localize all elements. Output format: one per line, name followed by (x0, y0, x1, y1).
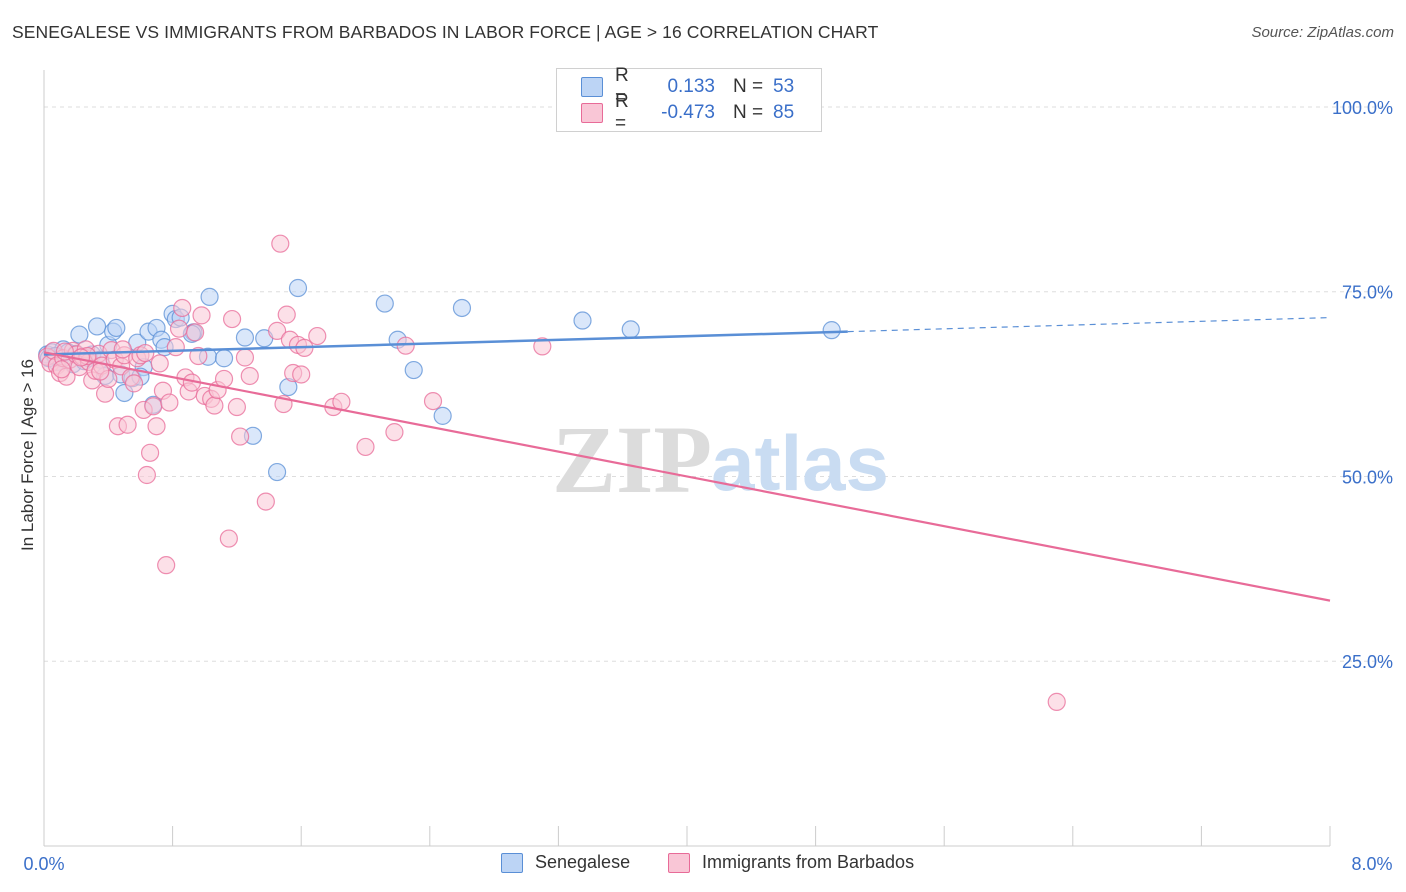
senegalese-point (214, 349, 234, 368)
barbados-point (118, 415, 137, 434)
barbados-point (169, 319, 189, 338)
barbados-point (157, 556, 176, 575)
senegalese-point (87, 317, 107, 336)
legend-label-senegalese: Senegalese (535, 852, 631, 872)
legend-swatch-barbados (668, 852, 690, 873)
barbados-point (423, 391, 443, 411)
barbados-point (166, 338, 185, 357)
barbados-point (308, 326, 327, 346)
source-credit: Source: ZipAtlas.com (1251, 24, 1394, 41)
watermark-atlas: atlas (711, 419, 889, 507)
barbados-point (256, 492, 275, 511)
senegalese-point (200, 287, 219, 306)
barbados-point (240, 366, 259, 386)
barbados-point (186, 323, 205, 342)
barbados-point (91, 362, 110, 381)
barbados-point (124, 374, 144, 393)
watermark: ZIP atlas (552, 406, 889, 513)
barbados-point (1047, 692, 1066, 711)
barbados-point (292, 365, 311, 384)
legend-n-value: 53 (773, 76, 795, 97)
barbados-point (95, 384, 115, 403)
barbados-trend-line (43, 351, 1331, 602)
barbados-point (173, 298, 192, 318)
barbados-point (160, 393, 179, 412)
senegalese-point (621, 320, 640, 339)
legend-row-barbados: R = -0.473 N = 85 (581, 91, 795, 134)
legend-swatch-senegalese (501, 852, 523, 873)
senegalese-point (288, 278, 308, 298)
barbados-point (271, 234, 290, 253)
barbados-point (189, 346, 208, 366)
x-tick-label: 8.0% (1351, 854, 1392, 874)
senegalese-point (433, 406, 452, 425)
legend-item-barbados[interactable]: Immigrants from Barbados (668, 852, 914, 873)
barbados-point (144, 397, 163, 416)
barbados-point (113, 340, 132, 359)
stats-legend: R = 0.133 N = 53 R = -0.473 N = 85 (556, 65, 822, 134)
y-tick-label: 100.0% (1332, 98, 1393, 118)
trend-layer (43, 316, 1331, 602)
y-tick-label: 75.0% (1342, 283, 1393, 303)
legend-r-label: R = (615, 91, 629, 134)
barbados-point (396, 336, 415, 355)
axes-layer (43, 70, 1331, 847)
senegalese-point (404, 360, 423, 380)
barbados-point (222, 309, 242, 329)
legend-row-senegalese: R = 0.133 N = 53 (581, 65, 795, 108)
barbados-point (192, 306, 211, 325)
legend-r-label: R = (615, 65, 629, 108)
chart-title: SENEGALESE VS IMMIGRANTS FROM BARBADOS I… (12, 22, 879, 42)
barbados-point (231, 427, 250, 446)
barbados-point (277, 305, 296, 324)
barbados-point (137, 465, 156, 485)
x-tick-label: 0.0% (23, 854, 64, 874)
legend-n-label: N = (733, 102, 764, 123)
series-legend: Senegalese Immigrants from Barbados (0, 852, 1406, 876)
barbados-point (147, 417, 166, 436)
barbados-point (267, 321, 287, 340)
senegalese-trend-line (43, 330, 848, 356)
legend-n-label: N = (733, 76, 764, 97)
senegalese-point (235, 328, 255, 347)
senegalese-point (375, 294, 394, 313)
barbados-point (385, 423, 404, 442)
senegalese-trend-extension (847, 316, 1331, 333)
watermark-zip: ZIP (552, 406, 712, 513)
legend-r-value: -0.473 (661, 102, 715, 123)
legend-r-value: 0.133 (667, 76, 715, 97)
y-tick-label: 25.0% (1342, 652, 1393, 672)
barbados-point (219, 529, 238, 548)
senegalese-point (267, 462, 287, 482)
senegalese-point (452, 298, 472, 318)
legend-label-barbados: Immigrants from Barbados (702, 852, 915, 872)
barbados-point (140, 443, 160, 462)
tick-label-layer: 25.0% 50.0% 75.0% 100.0% 0.0% 8.0% (23, 98, 1393, 874)
legend-n-value: 85 (773, 102, 795, 123)
barbados-point (356, 437, 375, 457)
senegalese-point (822, 321, 841, 340)
senegalese-point (107, 318, 126, 338)
barbados-point (52, 360, 71, 379)
senegalese-point (573, 311, 592, 330)
legend-swatch-senegalese (581, 77, 603, 97)
barbados-point (205, 396, 224, 415)
barbados-point (227, 397, 246, 417)
barbados-point (533, 337, 552, 356)
legend-item-senegalese[interactable]: Senegalese (501, 852, 630, 873)
legend-swatch-barbados (581, 103, 603, 123)
barbados-point (235, 348, 255, 367)
y-tick-label: 50.0% (1342, 467, 1393, 487)
y-axis-label: In Labor Force | Age > 16 (18, 358, 37, 552)
barbados-point (150, 354, 169, 373)
